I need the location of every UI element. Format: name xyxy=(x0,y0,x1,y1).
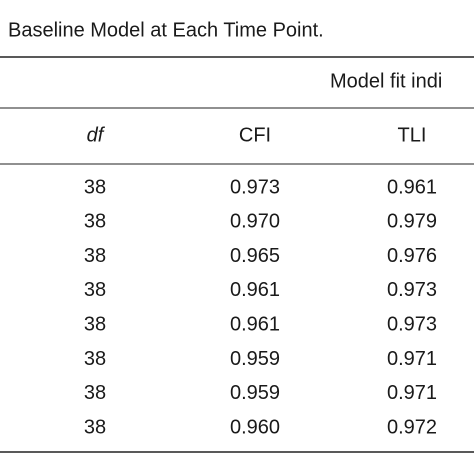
table-cell: 0.976 xyxy=(387,245,437,267)
table-cell: 0.971 xyxy=(387,348,437,370)
table-cell: 38 xyxy=(84,245,106,267)
table-cell: 38 xyxy=(84,382,106,404)
table-cell: 0.961 xyxy=(230,313,280,335)
table-cell: 38 xyxy=(84,279,106,301)
group-header: Model fit indi xyxy=(330,70,442,92)
table-cell: 0.973 xyxy=(387,313,437,335)
table-cell: 0.959 xyxy=(230,382,280,404)
table-cell: 0.973 xyxy=(230,176,280,198)
table-cell: 0.973 xyxy=(387,279,437,301)
table-cell: 38 xyxy=(84,176,106,198)
table-cell: 0.961 xyxy=(230,279,280,301)
table-cell: 0.960 xyxy=(230,416,280,438)
table-cell: 0.979 xyxy=(387,211,437,233)
table-body: 38 0.973 0.961 38 0.970 0.979 38 0.965 0.976 38 0.… xyxy=(84,176,437,438)
table-caption: Baseline Model at Each Time Point. xyxy=(8,19,324,41)
table-cell: 0.961 xyxy=(387,176,437,198)
table-cell: 0.959 xyxy=(230,348,280,370)
table-cell: 38 xyxy=(84,313,106,335)
column-header: TLI xyxy=(398,124,427,146)
table-cell: 0.972 xyxy=(387,416,437,438)
table-cell: 0.970 xyxy=(230,211,280,233)
column-header: CFI xyxy=(239,124,271,146)
table-cell: 0.965 xyxy=(230,245,280,267)
table-cell: 38 xyxy=(84,211,106,233)
table-cell: 38 xyxy=(84,416,106,438)
table-cell: 0.971 xyxy=(387,382,437,404)
table-cell: 38 xyxy=(84,348,106,370)
column-header: df xyxy=(87,124,106,146)
